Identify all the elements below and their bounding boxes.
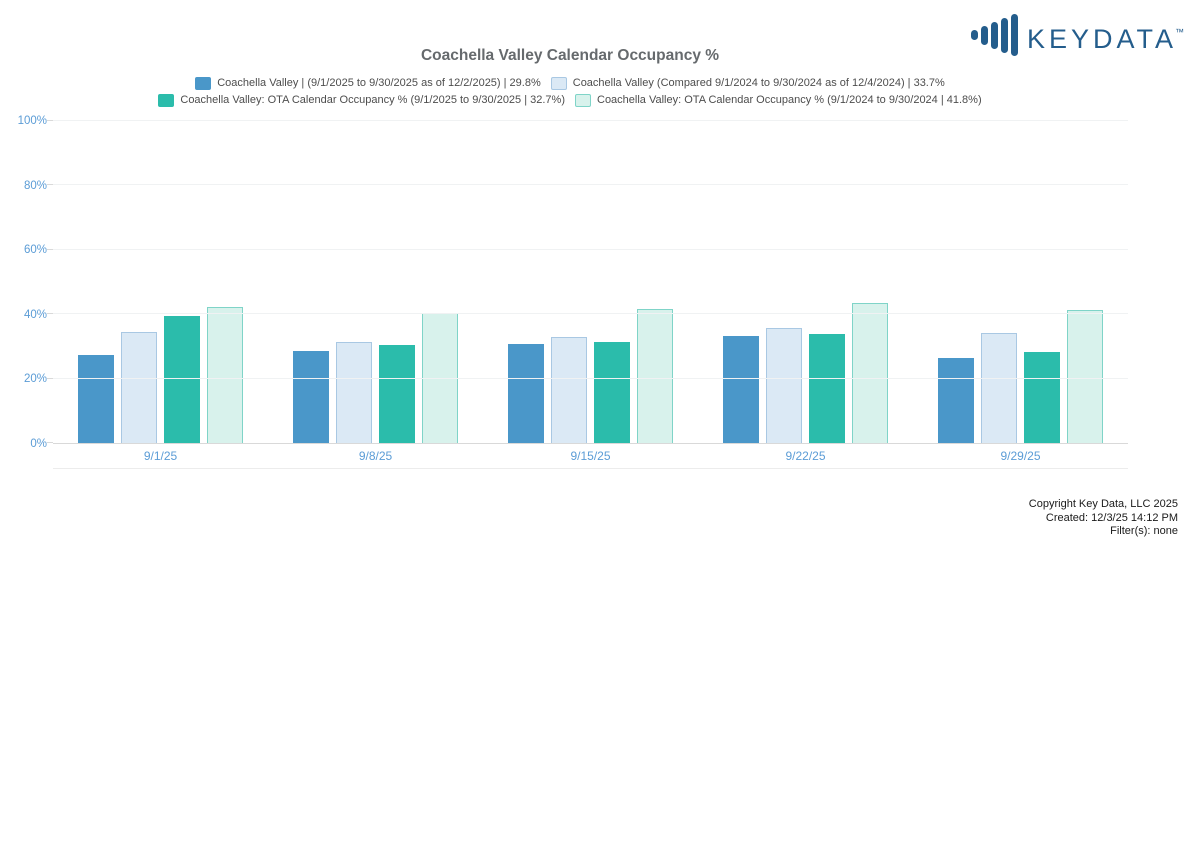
chart-legend: Coachella Valley | (9/1/2025 to 9/30/202…	[110, 76, 1030, 108]
equalizer-bars-icon	[970, 14, 1018, 56]
logo-wordmark: KEYDATA™	[1026, 23, 1184, 54]
legend-label: Coachella Valley: OTA Calendar Occupancy…	[597, 94, 982, 106]
x-axis-label-9/15/25: 9/15/25	[570, 449, 611, 463]
bar-groups	[53, 121, 1128, 443]
gridline-60	[53, 248, 1128, 250]
y-tick-mark	[47, 442, 53, 443]
x-axis-label-9/22/25: 9/22/25	[785, 449, 826, 463]
bar-group-9/29/25	[938, 121, 1103, 443]
legend-label: Coachella Valley | (9/1/2025 to 9/30/202…	[217, 77, 541, 89]
y-axis-labels: 0% 20% 40% 60% 80% 100%	[0, 115, 47, 450]
bar-series-2-9/15/25[interactable]	[551, 336, 587, 443]
bar-series-2-9/22/25[interactable]	[766, 328, 802, 443]
bar-series-2-9/8/25[interactable]	[336, 341, 372, 443]
y-tick-mark	[47, 120, 53, 121]
filters-text: Filter(s): none	[1110, 525, 1178, 537]
y-axis-tick-label: 40%	[23, 308, 47, 321]
legend-swatch-icon	[575, 94, 591, 107]
bar-series-4-9/22/25[interactable]	[852, 303, 888, 443]
y-axis-tick-label: 20%	[23, 373, 47, 386]
bar-group-9/22/25	[723, 121, 888, 443]
gridline-80	[53, 184, 1128, 186]
bar-series-3-9/29/25[interactable]	[1024, 351, 1060, 443]
copyright-text: Copyright Key Data, LLC 2025	[1028, 498, 1178, 510]
legend-item-series-3[interactable]: Coachella Valley: OTA Calendar Occupancy…	[158, 93, 565, 108]
gridline-20	[53, 377, 1128, 379]
legend-swatch-icon	[195, 77, 212, 90]
legend-item-series-2[interactable]: Coachella Valley (Compared 9/1/2024 to 9…	[550, 76, 945, 91]
bar-series-3-9/1/25[interactable]	[164, 315, 200, 443]
legend-label: Coachella Valley: OTA Calendar Occupancy…	[180, 94, 565, 106]
bar-series-1-9/22/25[interactable]	[723, 335, 759, 443]
x-axis-label-9/8/25: 9/8/25	[358, 449, 393, 463]
y-tick-mark	[47, 313, 53, 315]
bar-series-3-9/8/25[interactable]	[379, 345, 415, 443]
legend-label: Coachella Valley (Compared 9/1/2024 to 9…	[572, 77, 945, 89]
bar-series-1-9/15/25[interactable]	[508, 343, 544, 443]
y-axis-tick-label: 0%	[30, 438, 47, 450]
keydata-logo: KEYDATA™	[970, 14, 1184, 56]
y-tick-mark	[47, 377, 53, 379]
axis-separator-line	[53, 468, 1128, 469]
created-timestamp: Created: 12/3/25 14:12 PM	[1045, 511, 1178, 524]
bar-series-1-9/29/25[interactable]	[938, 358, 974, 443]
y-axis-tick-label: 80%	[23, 179, 47, 192]
bar-group-9/1/25	[78, 121, 243, 443]
bar-series-2-9/1/25[interactable]	[121, 331, 157, 443]
plot-area	[47, 120, 1128, 444]
bar-group-9/15/25	[508, 121, 673, 443]
gridline-100	[53, 120, 1128, 121]
bar-series-1-9/8/25[interactable]	[293, 350, 329, 443]
x-axis-label-9/29/25: 9/29/25	[1000, 449, 1041, 463]
x-axis-labels: 9/1/25 9/8/25 9/15/25 9/22/25 9/29/25	[53, 449, 1128, 463]
chart-title: Coachella Valley Calendar Occupancy %	[420, 47, 720, 64]
bar-series-1-9/1/25[interactable]	[78, 355, 114, 443]
trademark-symbol: ™	[1175, 26, 1184, 37]
y-tick-mark	[47, 184, 53, 186]
bar-series-4-9/1/25[interactable]	[207, 306, 243, 443]
bar-series-3-9/22/25[interactable]	[809, 333, 845, 443]
bar-series-2-9/29/25[interactable]	[981, 332, 1017, 443]
report-footer: Copyright Key Data, LLC 2025 Created: 12…	[1029, 498, 1178, 539]
bar-series-4-9/29/25[interactable]	[1067, 310, 1103, 443]
x-axis-label-9/1/25: 9/1/25	[143, 449, 178, 463]
legend-item-series-4[interactable]: Coachella Valley: OTA Calendar Occupancy…	[575, 93, 982, 108]
gridline-40	[53, 313, 1128, 315]
bar-series-3-9/15/25[interactable]	[594, 341, 630, 443]
legend-swatch-icon	[158, 94, 175, 107]
legend-swatch-icon	[550, 77, 567, 90]
bar-group-9/8/25	[293, 121, 458, 443]
y-tick-mark	[47, 248, 53, 250]
legend-item-series-1[interactable]: Coachella Valley | (9/1/2025 to 9/30/202…	[195, 76, 541, 91]
y-axis-tick-label: 100%	[17, 115, 47, 127]
y-axis-tick-label: 60%	[23, 244, 47, 257]
bar-series-4-9/15/25[interactable]	[637, 309, 673, 443]
